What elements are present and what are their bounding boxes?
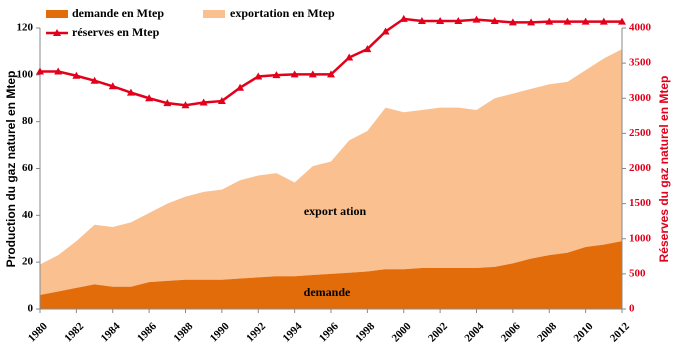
x-tick-label: 1994: [280, 320, 304, 344]
reserves-marker: [290, 70, 299, 78]
y2-axis-title: Réserves du gaz naturel en Mtep: [657, 76, 671, 263]
x-tick-label: 1984: [99, 320, 123, 344]
y-tick-label: 40: [22, 209, 34, 221]
reserves-marker: [472, 15, 481, 23]
y2-tick-label: 2000: [629, 162, 652, 174]
y2-tick-label: 1000: [629, 232, 652, 244]
legend-swatch: [203, 10, 225, 18]
reserves-marker: [363, 45, 372, 53]
x-tick-label: 2002: [426, 320, 450, 344]
reserves-marker: [163, 99, 172, 107]
reserves-marker: [454, 16, 463, 24]
reserves-marker: [90, 76, 99, 84]
legend-label: demande en Mtep: [72, 6, 164, 20]
reserves-marker: [599, 17, 608, 25]
y2-tick-label: 3500: [629, 57, 652, 69]
reserves-marker: [181, 101, 190, 109]
reserves-marker: [217, 97, 226, 105]
reserves-marker: [254, 72, 263, 80]
y2-tick-label: 3000: [629, 92, 652, 104]
export-area: [40, 49, 622, 295]
reserves-marker: [618, 17, 626, 25]
y-tick-label: 60: [22, 162, 34, 174]
x-tick-label: 1988: [171, 320, 195, 344]
reserves-marker: [417, 16, 426, 24]
y-axis-title: Production du gaz naturel en Mtep: [4, 71, 18, 268]
y2-tick-label: 0: [629, 303, 635, 315]
reserves-marker: [436, 16, 445, 24]
x-tick-label: 1996: [317, 320, 341, 344]
reserves-marker: [399, 14, 408, 22]
x-tick-label: 2012: [608, 320, 632, 344]
x-tick-label: 2000: [390, 320, 414, 344]
x-tick-label: 1982: [62, 320, 86, 344]
reserves-marker: [563, 17, 572, 25]
reserves-marker: [145, 94, 154, 102]
reserves-marker: [108, 82, 117, 90]
legend-swatch: [46, 10, 68, 18]
x-tick-label: 1990: [208, 320, 232, 344]
legend-label: réserves en Mtep: [72, 25, 160, 39]
reserves-marker: [527, 18, 536, 26]
reserves-marker: [508, 18, 517, 26]
x-tick-label: 2010: [571, 320, 595, 344]
reserves-marker: [345, 53, 354, 61]
reserves-marker: [327, 70, 335, 78]
x-tick-label: 1998: [353, 320, 377, 344]
reserves-marker: [199, 98, 208, 106]
reserves-marker: [272, 71, 281, 79]
y2-tick-label: 4000: [629, 22, 652, 34]
y-tick-label: 0: [28, 303, 34, 315]
x-tick-label: 1986: [135, 320, 159, 344]
reserves-marker: [54, 67, 63, 75]
reserves-marker: [581, 17, 590, 25]
reserves-marker: [490, 16, 499, 24]
reserves-marker: [308, 70, 317, 78]
annotation: export ation: [304, 204, 367, 218]
legend-label: exportation en Mtep: [230, 6, 335, 20]
reserves-marker: [72, 71, 81, 79]
reserves-marker: [126, 88, 135, 96]
y-tick-label: 20: [22, 256, 34, 268]
reserves-marker: [36, 67, 44, 75]
y-tick-label: 120: [17, 22, 34, 34]
x-tick-label: 1980: [26, 320, 50, 344]
reserves-marker: [381, 27, 390, 35]
y-tick-label: 80: [22, 115, 34, 127]
x-tick-label: 2006: [499, 320, 523, 344]
y2-tick-label: 2500: [629, 127, 652, 139]
reserves-marker: [236, 83, 245, 91]
annotation: demande: [304, 285, 351, 299]
y2-tick-label: 500: [629, 267, 646, 279]
reserves-marker: [545, 17, 554, 25]
x-tick-label: 1992: [244, 320, 268, 344]
y-tick-label: 100: [17, 68, 34, 80]
x-tick-label: 2008: [535, 320, 559, 344]
x-tick-label: 2004: [462, 320, 486, 344]
demand-area: [40, 241, 622, 309]
legend-swatch: [53, 29, 61, 36]
y2-tick-label: 1500: [629, 197, 652, 209]
